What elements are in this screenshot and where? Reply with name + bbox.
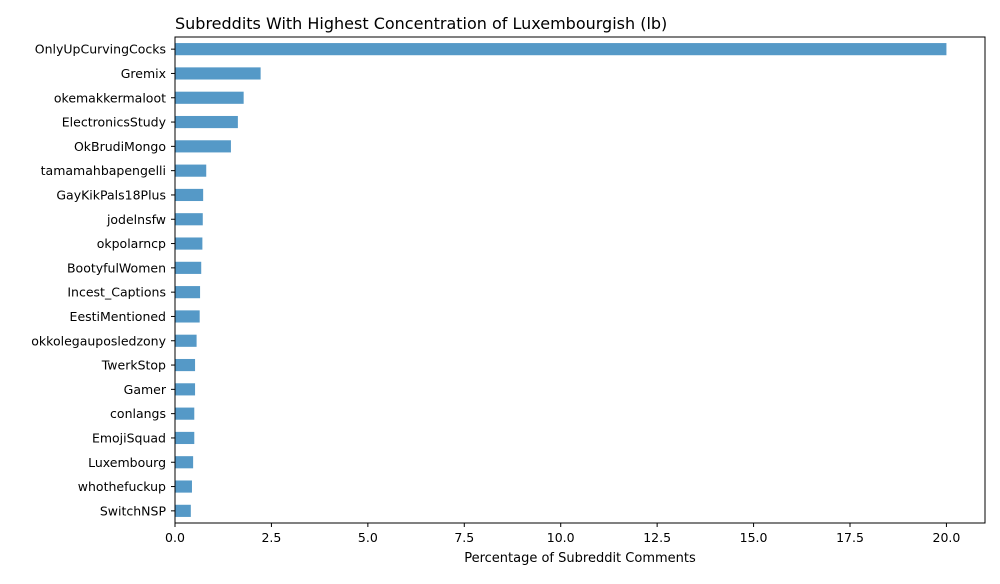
y-axis-ticks: OnlyUpCurvingCocks Gremix okemakkermaloot E… (31, 42, 175, 518)
bars-layer (175, 43, 947, 517)
y-tick-label: Gremix (121, 66, 166, 81)
bar-gremix (175, 67, 261, 80)
y-tick-label: OnlyUpCurvingCocks (35, 42, 166, 57)
x-tick-label: 7.5 (454, 530, 474, 545)
bar-okkolegauposledzony (175, 334, 197, 347)
y-tick-label: okkolegauposledzony (31, 333, 166, 348)
x-axis-ticks: 0.0 2.5 5.0 7.5 10.0 12.5 15.0 17.5 20.0 (165, 523, 960, 545)
y-tick-label: whothefuckup (78, 479, 166, 494)
y-tick-label: EestiMentioned (70, 309, 166, 324)
bar-bootyfulwomen (175, 261, 202, 274)
y-tick-label: GayKikPals18Plus (56, 187, 166, 202)
bar-electronicsstudy (175, 115, 238, 129)
bar-onlyupcurvingcocks (175, 43, 947, 56)
bar-twerkstop (175, 358, 196, 372)
y-tick-label: ElectronicsStudy (62, 115, 167, 130)
bar-okpolarncp (175, 237, 203, 250)
y-tick-label: TwerkStop (101, 358, 166, 373)
bar-conlangs (175, 407, 195, 420)
y-tick-label: conlangs (110, 406, 166, 421)
bar-jodelnsfw (175, 213, 203, 226)
x-tick-label: 12.5 (643, 530, 671, 545)
x-tick-label: 10.0 (547, 530, 575, 545)
y-tick-label: okpolarncp (97, 236, 166, 251)
bar-okemakkermaloot (175, 91, 244, 104)
y-tick-label: SwitchNSP (100, 503, 167, 518)
bar-incest-captions (175, 286, 201, 299)
x-tick-label: 5.0 (358, 530, 378, 545)
y-tick-label: OkBrudiMongo (74, 139, 166, 154)
bar-eestimentioned (175, 310, 200, 323)
x-tick-label: 0.0 (165, 530, 185, 545)
y-tick-label: EmojiSquad (92, 430, 166, 445)
x-tick-label: 15.0 (740, 530, 768, 545)
bar-tamamahbapengelli (175, 164, 207, 177)
bar-gamer (175, 383, 196, 396)
y-tick-label: Incest_Captions (67, 285, 166, 300)
chart-title: Subreddits With Highest Concentration of… (175, 14, 667, 33)
bar-luxembourg (175, 456, 194, 469)
y-tick-label: Gamer (124, 382, 167, 397)
plot-frame (174, 36, 986, 524)
y-tick-label: BootyfulWomen (67, 260, 166, 275)
bar-okbrudimongo (175, 140, 231, 153)
y-tick-label: jodelnsfw (106, 212, 166, 227)
x-tick-label: 17.5 (836, 530, 864, 545)
y-tick-label: tamamahbapengelli (41, 163, 166, 178)
bar-gaykikpals18plus (175, 188, 204, 202)
x-tick-label: 20.0 (933, 530, 961, 545)
y-tick-label: okemakkermaloot (54, 90, 166, 105)
bar-emojisquad (175, 431, 195, 445)
x-axis-label: Percentage of Subreddit Comments (464, 551, 696, 566)
y-tick-label: Luxembourg (88, 455, 166, 470)
bar-switchnsp (175, 504, 191, 517)
bar-whothefuckup (175, 480, 192, 493)
x-tick-label: 2.5 (261, 530, 281, 545)
